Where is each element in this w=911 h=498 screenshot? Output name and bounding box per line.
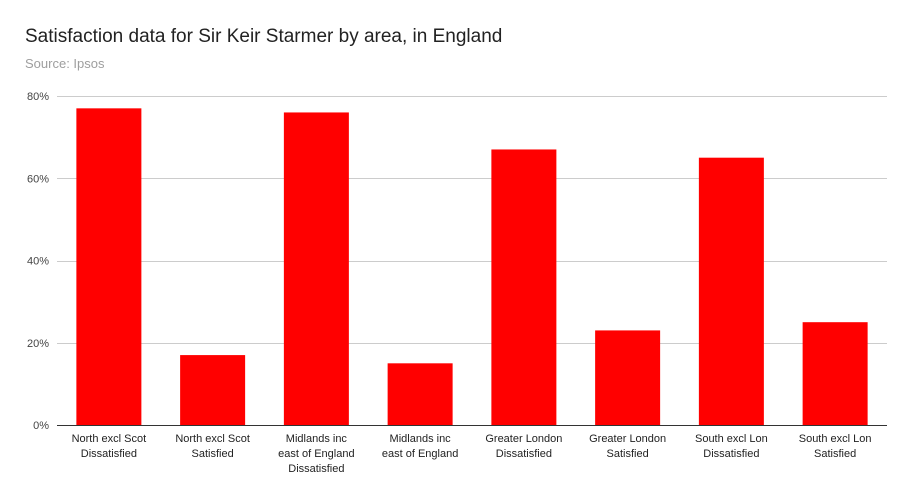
y-tick-label: 80%: [27, 91, 49, 103]
y-tick-label: 0%: [33, 420, 49, 432]
bar: [387, 363, 453, 425]
y-tick-label: 60%: [27, 173, 49, 185]
axes: 0% 20% 40% 60% 80%: [27, 91, 887, 432]
x-tick-label: Greater London Dissatisfied: [485, 433, 562, 460]
bar: [491, 149, 557, 425]
bar: [76, 108, 142, 426]
category-labels: North excl Scot Dissatisfied North excl Sc…: [72, 433, 872, 475]
y-tick-label: 40%: [27, 256, 49, 268]
x-tick-label: Midlands inc east of England: [382, 433, 458, 460]
bar: [802, 322, 868, 425]
bar: [595, 330, 661, 425]
bar: [698, 157, 764, 425]
x-tick-label: Greater London Satisfied: [589, 433, 666, 460]
x-tick-label: South excl Lon Dissatisfied: [695, 433, 768, 460]
x-tick-label: North excl Scot Dissatisfied: [72, 433, 147, 460]
y-tick-label: 20%: [27, 338, 49, 350]
bars: [76, 108, 868, 426]
x-tick-label: Midlands inc east of England Dissatisfied: [278, 433, 354, 475]
chart-subtitle: Source: Ipsos: [25, 56, 105, 71]
bar: [180, 355, 246, 425]
bar: [283, 112, 349, 425]
chart-title: Satisfaction data for Sir Keir Starmer b…: [25, 26, 503, 47]
x-tick-label: South excl Lon Satisfied: [799, 433, 872, 460]
x-tick-label: North excl Scot Satisfied: [175, 433, 250, 460]
